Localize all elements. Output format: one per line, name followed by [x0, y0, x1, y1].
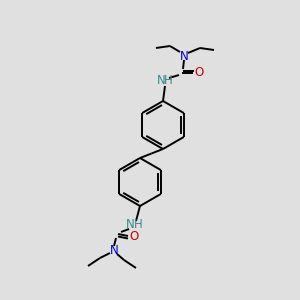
Text: N: N	[110, 244, 118, 256]
Text: N: N	[180, 50, 188, 62]
Text: O: O	[194, 65, 204, 79]
Text: N: N	[157, 74, 165, 86]
Text: H: H	[164, 74, 172, 86]
Text: N: N	[126, 218, 134, 232]
Text: O: O	[129, 230, 139, 244]
Text: H: H	[134, 218, 142, 230]
